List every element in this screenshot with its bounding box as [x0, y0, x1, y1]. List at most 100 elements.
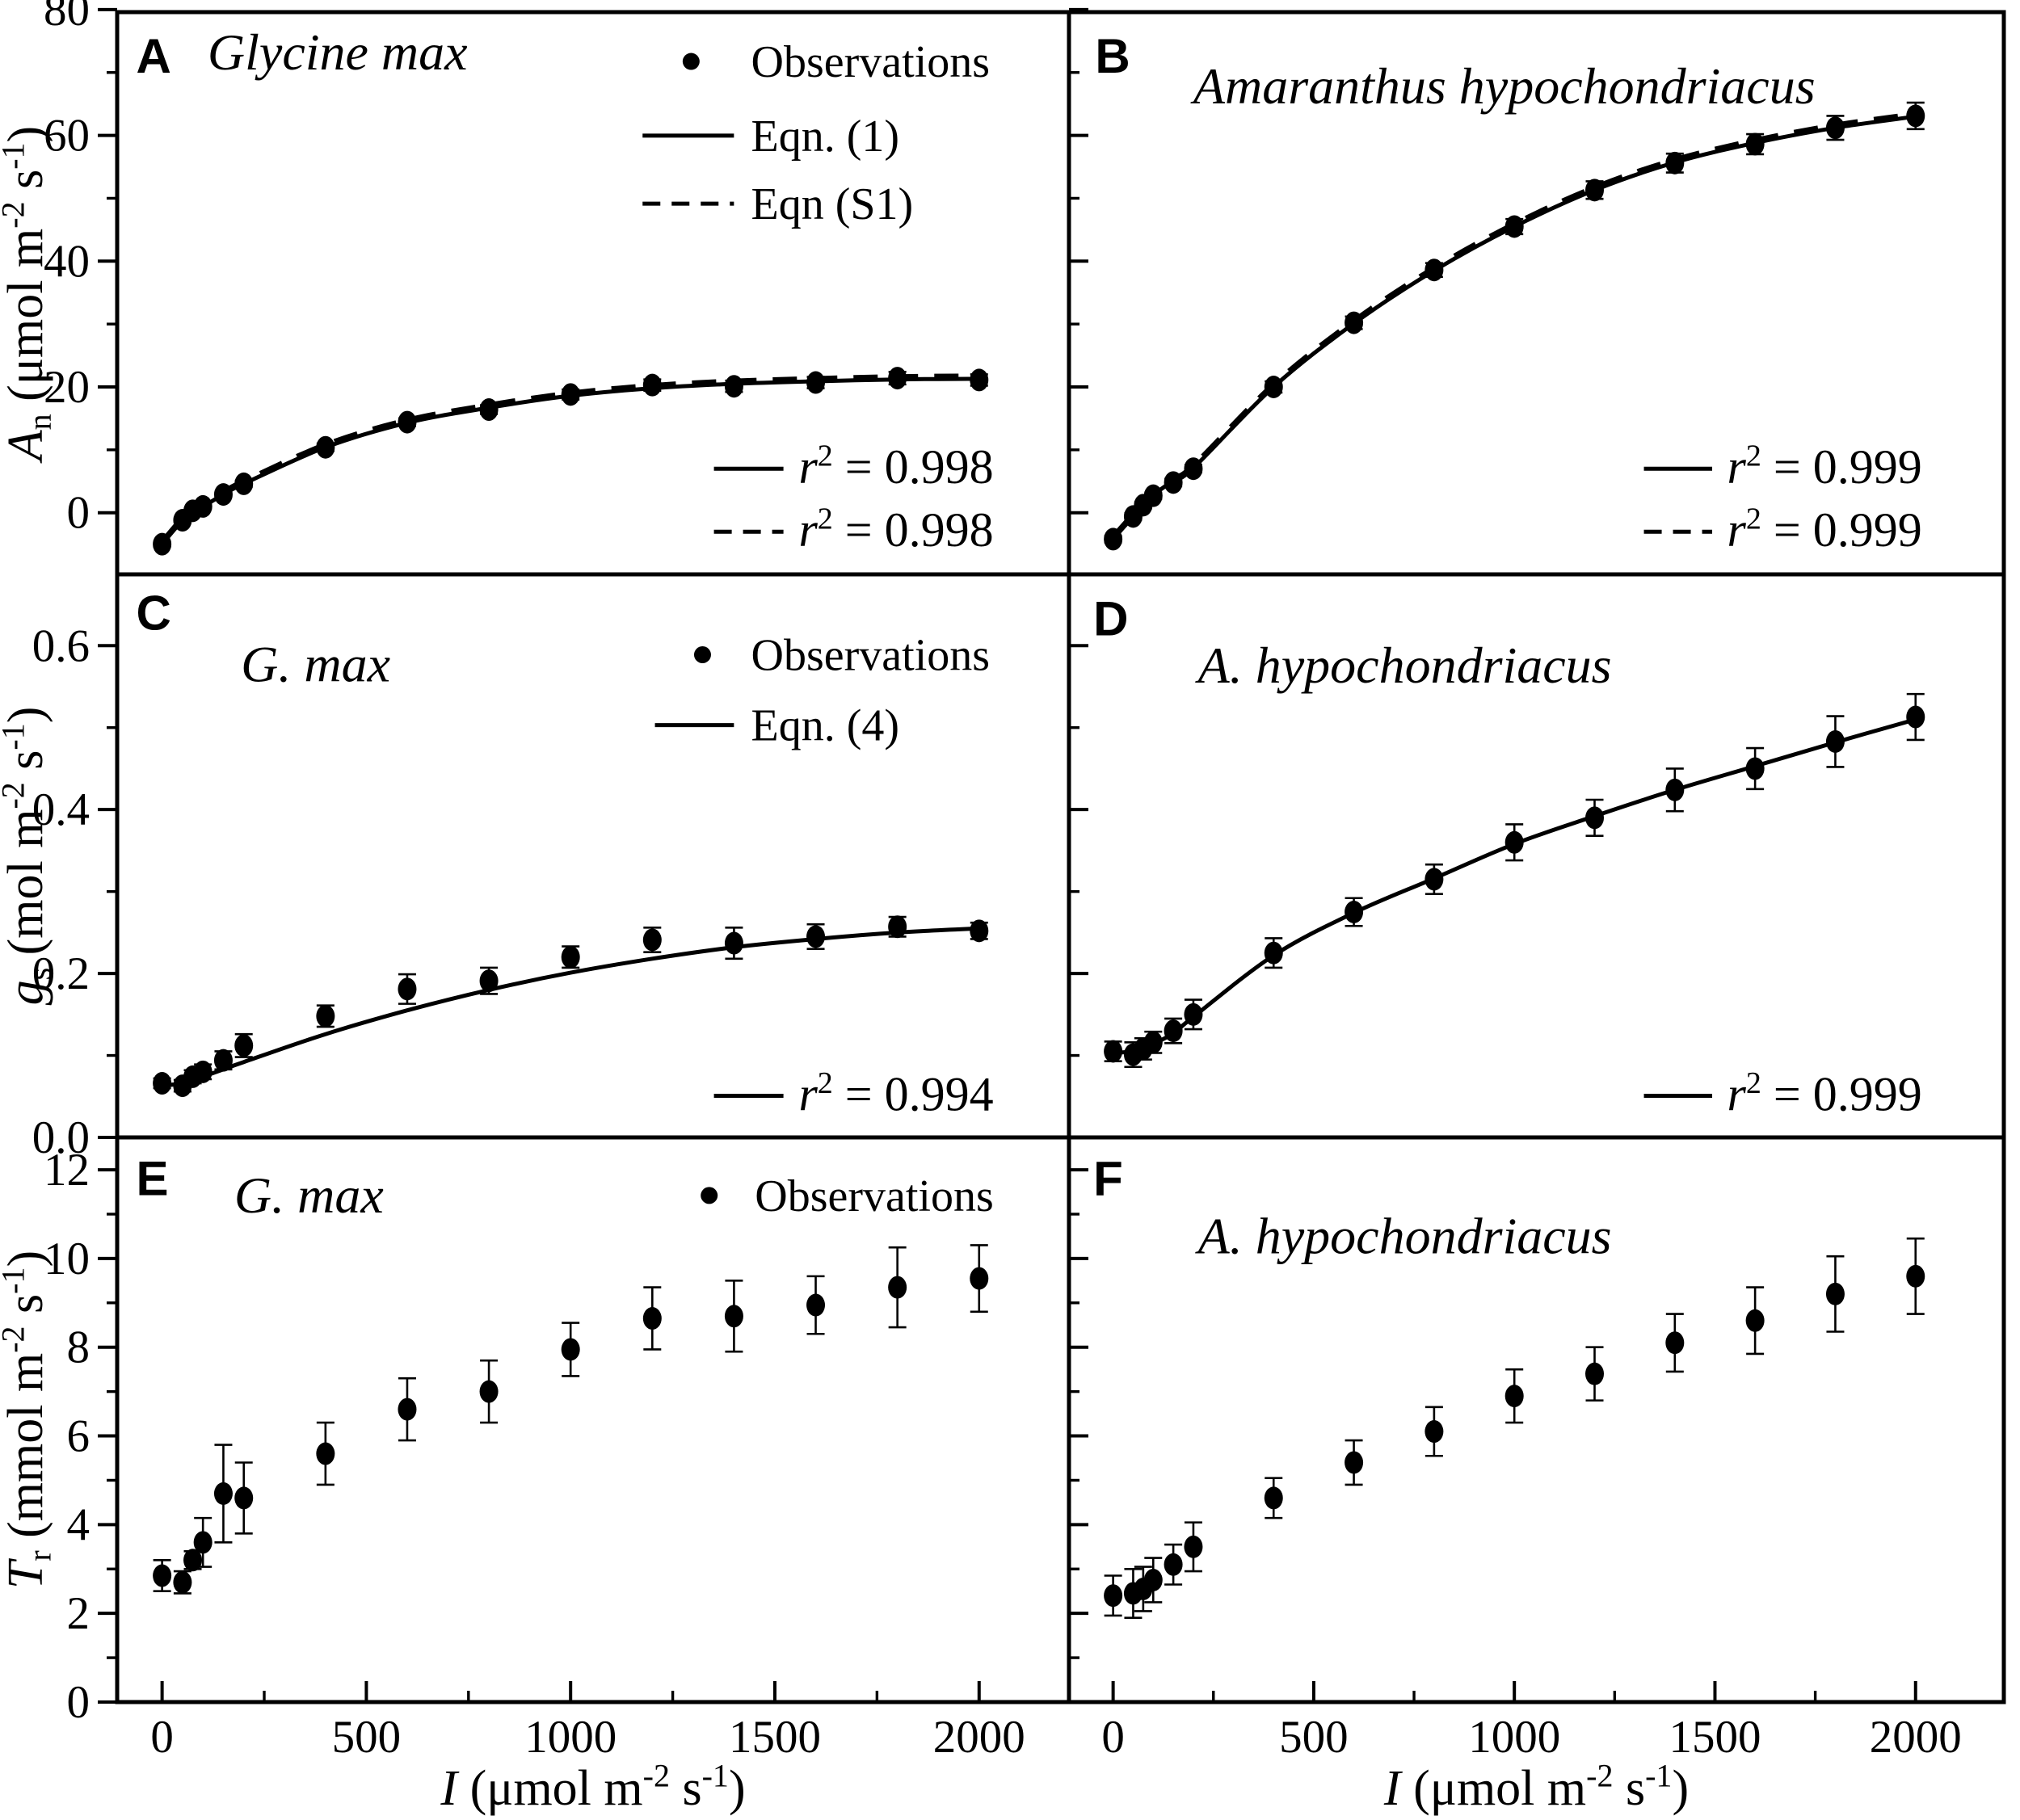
x-tick-label: 1500 [729, 1712, 821, 1763]
y-tick-label: 0.0 [32, 1112, 90, 1163]
observation-point [1143, 1031, 1163, 1054]
r2-annotation: r2 = 0.999 [1728, 502, 1922, 557]
panel-letter: D [1093, 591, 1128, 645]
data-point-group [1264, 1477, 1283, 1519]
observation-point [1164, 1019, 1183, 1043]
observation-point [1104, 1040, 1123, 1063]
observation-point [1585, 1362, 1605, 1385]
label-fragment: = [833, 503, 885, 557]
label-fragment: s [22, 968, 58, 981]
observation-point [213, 1049, 233, 1072]
observation-point [193, 1060, 213, 1083]
label-fragment: n [22, 414, 58, 430]
data-point-group [1825, 115, 1845, 141]
observation-point [1825, 1282, 1845, 1305]
label-fragment: (μmol m [0, 229, 53, 414]
data-point-group [1104, 1040, 1123, 1063]
legend-label: Eqn. (1) [751, 111, 900, 162]
y-tick-label: 0.2 [32, 948, 90, 999]
data-point-group [724, 926, 743, 960]
label-fragment: -1 [0, 142, 32, 169]
panel-C: 0.00.20.40.6gs (mol m-2 s-1)CG. max Obser… [0, 572, 1071, 1163]
y-tick-label: 40 [44, 236, 90, 287]
observation-point [1745, 132, 1765, 156]
label-fragment: (mol m [0, 809, 53, 968]
label-fragment: 0.998 [885, 503, 994, 557]
observation-point [479, 398, 499, 422]
data-point-group [1906, 1237, 1925, 1315]
observation-point [1164, 471, 1183, 494]
observation-point [1264, 376, 1283, 398]
label-fragment: r [1728, 440, 1747, 494]
label-fragment: 2 [818, 502, 833, 536]
label-fragment: 2 [818, 1066, 833, 1100]
observation-point [724, 1305, 743, 1328]
observation-point [234, 472, 254, 495]
label-fragment: r [798, 503, 818, 557]
panel-letter: A [137, 29, 171, 83]
panel-letter: C [137, 586, 171, 640]
legend-label: Observations [751, 630, 991, 680]
observation-point [316, 1004, 335, 1028]
observation-point [1345, 1451, 1364, 1474]
observation-point [1345, 311, 1364, 334]
data-point-group [1425, 1406, 1444, 1457]
observation-point [1184, 457, 1203, 481]
observation-point [1585, 179, 1605, 202]
observation-point [234, 1034, 254, 1057]
panel-letter: F [1093, 1151, 1123, 1205]
observation-point [1745, 1309, 1765, 1332]
data-point-group [1585, 1346, 1605, 1402]
observation-point [1906, 1264, 1925, 1288]
data-point-group [1164, 1543, 1183, 1586]
y-axis-title: Tr (mmol m-2 s-1) [0, 1250, 58, 1589]
data-point-group [1143, 1030, 1163, 1054]
label-fragment: = [1761, 1068, 1813, 1121]
data-point-group [1264, 376, 1283, 398]
label-fragment: -1 [702, 1758, 729, 1794]
x-axis-title: I (μmol m-2 s-1) [440, 1758, 745, 1816]
data-point-group [1184, 1521, 1203, 1573]
label-fragment: (mmol m [0, 1353, 53, 1551]
label-fragment: s [0, 750, 53, 783]
data-point-group [1745, 1286, 1765, 1356]
data-point-group [213, 1444, 233, 1544]
observation-point [1906, 104, 1925, 128]
data-point-group [806, 1275, 826, 1335]
y-tick-label: 60 [44, 111, 90, 162]
data-point-group [724, 375, 743, 398]
data-point-group [1104, 528, 1123, 551]
observation-point [1665, 778, 1685, 801]
observation-point [1825, 116, 1845, 140]
observation-point [724, 931, 743, 955]
legend-dot-marker [682, 53, 700, 70]
observation-point [888, 367, 907, 390]
observation-point [642, 1307, 662, 1330]
data-point-group [1425, 258, 1444, 282]
data-point-group [970, 919, 989, 943]
label-fragment: 0.994 [885, 1068, 994, 1121]
data-point-group [1345, 1439, 1364, 1486]
observation-point [888, 915, 907, 939]
label-fragment: s [1613, 1761, 1645, 1816]
label-fragment: ) [0, 126, 53, 143]
observation-point [1143, 1568, 1163, 1591]
y-tick-label: 0.6 [32, 620, 90, 671]
observation-point [153, 532, 172, 556]
data-point-group [1345, 897, 1364, 927]
data-point-group [479, 1359, 499, 1424]
observation-point [1504, 215, 1524, 238]
panel-title: Glycine max [208, 23, 468, 81]
y-tick-label: 0 [67, 488, 90, 539]
data-point-group [479, 398, 499, 422]
observation-point [1425, 1420, 1444, 1444]
data-point-group [1184, 998, 1203, 1031]
data-point-group [213, 1049, 233, 1072]
observation-point [398, 977, 417, 1001]
x-tick-label: 1000 [524, 1712, 617, 1763]
observation-point [806, 925, 826, 948]
panel-title: G. max [234, 1166, 384, 1224]
observation-point [1184, 1002, 1203, 1026]
